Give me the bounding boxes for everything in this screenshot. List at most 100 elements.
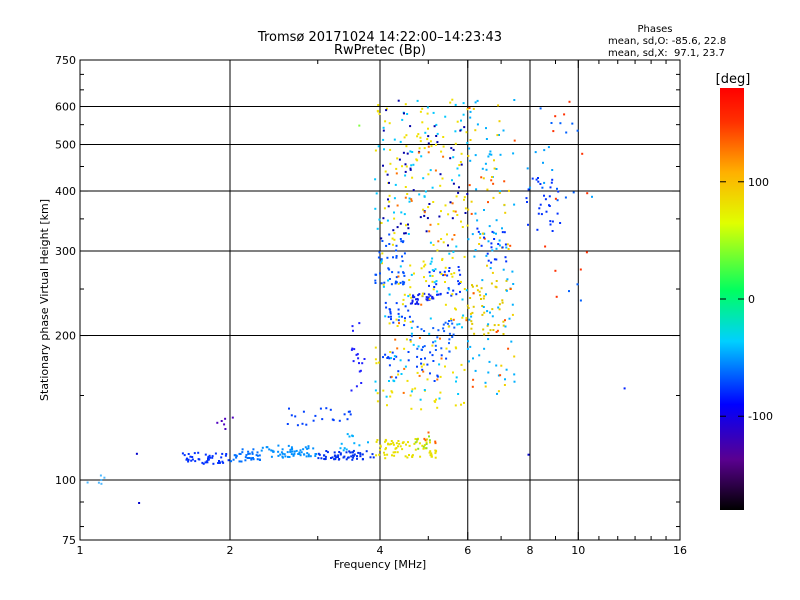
data-point-26-82 — [474, 249, 477, 251]
data-point-26-57 — [492, 231, 495, 234]
data-point-21-124 — [439, 375, 442, 378]
data-point-6-2 — [270, 455, 273, 458]
data-point-16-17 — [407, 309, 410, 312]
data-point-6-13 — [290, 450, 293, 453]
data-point-22-103 — [426, 106, 429, 109]
data-point-15-29 — [394, 282, 397, 285]
data-point-13-0 — [417, 447, 420, 450]
data-point-8-29 — [337, 456, 339, 458]
data-point-8-36 — [318, 453, 321, 456]
data-point-19-23 — [440, 354, 443, 357]
data-point-22-65 — [422, 177, 425, 180]
data-point-8-44 — [324, 458, 326, 461]
data-point-23-49 — [447, 244, 449, 247]
data-point-12-0 — [378, 453, 381, 456]
data-point-24-25 — [417, 151, 420, 154]
data-point-12-37 — [375, 440, 378, 443]
data-point-26-83 — [474, 369, 477, 372]
data-point-30-16 — [551, 220, 554, 223]
data-point-21-112 — [463, 288, 466, 290]
data-point-23-54 — [449, 201, 452, 204]
data-point-22-23 — [465, 289, 468, 292]
data-point-7-10 — [314, 414, 317, 417]
data-point-6-27 — [293, 450, 296, 453]
data-point-19-12 — [416, 365, 418, 368]
data-point-21-117 — [395, 167, 398, 170]
x-tick-label-16: 16 — [673, 544, 687, 557]
data-point-21-85 — [444, 365, 446, 368]
data-point-23-50 — [404, 163, 407, 166]
data-point-23-20 — [398, 158, 401, 161]
data-point-27-24 — [511, 313, 514, 316]
x-tick-label-2: 2 — [227, 544, 234, 557]
data-point-6-57 — [289, 450, 292, 453]
data-point-13-6 — [425, 443, 428, 445]
data-point-6-52 — [298, 451, 301, 454]
data-point-21-88 — [455, 195, 458, 198]
data-point-31-7 — [543, 149, 546, 152]
data-point-24-18 — [410, 199, 413, 202]
data-point-18-22 — [452, 289, 455, 292]
data-point-22-71 — [378, 218, 381, 221]
data-point-26-17 — [488, 153, 491, 156]
data-point-21-6 — [465, 131, 468, 134]
data-point-21-13 — [378, 113, 381, 115]
data-point-27-37 — [496, 134, 499, 137]
data-point-21-40 — [440, 238, 443, 240]
data-point-22-108 — [438, 397, 441, 400]
data-point-7-11 — [329, 408, 332, 411]
data-point-5-0 — [250, 457, 253, 460]
data-point-30-9 — [549, 220, 552, 223]
data-point-22-0 — [466, 141, 469, 144]
data-point-21-171 — [403, 319, 406, 322]
data-point-18-6 — [455, 293, 458, 296]
data-point-6-22 — [299, 454, 302, 457]
data-point-12-43 — [376, 439, 379, 441]
data-point-24-10 — [390, 375, 393, 378]
data-point-26-6 — [478, 354, 481, 357]
data-point-6-31 — [312, 447, 315, 450]
data-point-28-4 — [509, 244, 512, 247]
data-point-18-4 — [442, 274, 445, 277]
data-point-27-17 — [469, 312, 472, 315]
data-point-15-19 — [378, 251, 381, 254]
data-point-10-9 — [359, 369, 362, 372]
data-point-7-18 — [346, 418, 349, 421]
data-point-10-3 — [352, 329, 354, 332]
data-point-21-95 — [454, 404, 457, 407]
data-point-26-67 — [488, 360, 491, 363]
data-point-22-36 — [462, 113, 465, 116]
data-point-6-37 — [300, 451, 303, 454]
data-point-21-158 — [426, 112, 429, 115]
data-point-21-100 — [408, 293, 411, 296]
data-point-21-94 — [374, 358, 377, 361]
data-point-12-28 — [379, 448, 382, 451]
data-point-26-85 — [498, 134, 500, 136]
data-point-27-15 — [486, 188, 489, 191]
data-point-22-11 — [430, 260, 433, 263]
data-point-21-12 — [397, 373, 400, 376]
data-point-25-8 — [478, 290, 481, 293]
data-point-22-84 — [434, 340, 437, 343]
data-point-21-64 — [411, 176, 414, 179]
data-point-23-11 — [382, 164, 384, 167]
data-point-26-66 — [495, 232, 497, 235]
data-point-6-26 — [293, 452, 296, 455]
data-point-7-2 — [325, 407, 328, 410]
data-point-30-5 — [545, 210, 548, 213]
data-point-3-3 — [191, 458, 194, 461]
data-point-23-19 — [435, 135, 438, 137]
data-point-26-43 — [476, 99, 479, 102]
data-point-25-38 — [489, 329, 492, 332]
data-point-22-7 — [458, 174, 461, 177]
data-point-18-20 — [448, 267, 451, 269]
data-point-21-33 — [383, 207, 386, 210]
data-point-3-15 — [197, 458, 200, 461]
data-point-5-13 — [247, 450, 250, 453]
data-point-26-51 — [512, 152, 515, 155]
data-point-26-7 — [495, 219, 498, 222]
data-point-10-10 — [353, 348, 356, 351]
data-point-22-72 — [429, 274, 432, 277]
data-point-28-2 — [499, 374, 502, 377]
data-point-15-39 — [391, 271, 394, 274]
